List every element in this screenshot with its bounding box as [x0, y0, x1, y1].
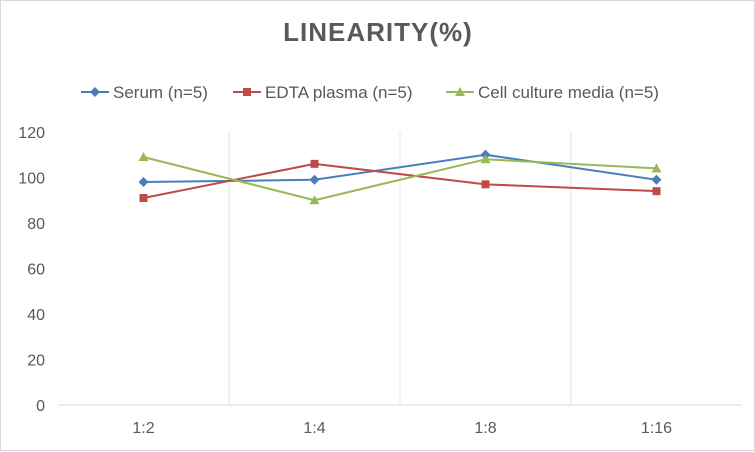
y-tick-label: 120 [18, 125, 45, 142]
y-tick-label: 20 [27, 353, 45, 370]
x-tick-label: 1:2 [132, 420, 154, 437]
legend-item-1: Serum (n=5) [81, 83, 208, 102]
data-point [309, 174, 320, 185]
data-point [138, 152, 149, 162]
data-point [310, 159, 319, 168]
series-group [138, 149, 662, 205]
data-point [651, 174, 662, 185]
legend-item-2: EDTA plasma (n=5) [233, 83, 413, 102]
x-tick-label: 1:4 [303, 420, 325, 437]
y-tick-label: 40 [27, 307, 45, 324]
data-point [139, 193, 148, 202]
legend-marker [455, 87, 465, 96]
y-tick-label: 80 [27, 216, 45, 233]
grid-lines [228, 132, 572, 405]
x-tick-label: 1:16 [641, 420, 672, 437]
x-tick-label: 1:8 [474, 420, 496, 437]
legend-item-3: Cell culture media (n=5) [446, 83, 659, 102]
x-axis: 1:2 1:4 1:8 1:16 [58, 404, 742, 437]
data-point [651, 163, 662, 173]
data-point [138, 177, 149, 188]
y-tick-label: 60 [27, 262, 45, 279]
series-2 [139, 159, 661, 202]
y-tick-label: 0 [36, 398, 45, 415]
data-point [480, 154, 491, 164]
series-line [143, 156, 657, 202]
legend: Serum (n=5) EDTA plasma (n=5) Cell culture… [81, 83, 659, 102]
data-point [652, 187, 661, 196]
y-tick-label: 100 [18, 171, 45, 188]
legend-label: Serum (n=5) [113, 83, 208, 102]
data-point [481, 180, 490, 189]
series-3 [138, 152, 662, 205]
legend-label: EDTA plasma (n=5) [265, 83, 413, 102]
legend-label: Cell culture media (n=5) [478, 83, 659, 102]
y-axis: 0 20 40 60 80 100 120 [18, 125, 45, 415]
data-point [309, 195, 320, 205]
legend-marker [243, 88, 251, 96]
chart-title: LINEARITY(%) [283, 17, 473, 47]
series-line [143, 162, 657, 199]
legend-marker [90, 87, 100, 97]
